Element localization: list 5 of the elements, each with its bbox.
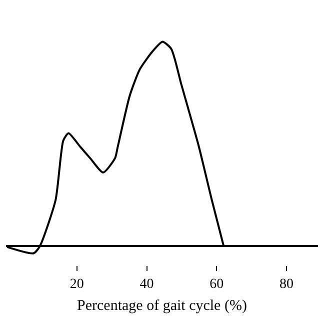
x-tick-label: 60	[210, 276, 224, 292]
x-tick-label: 40	[140, 276, 154, 292]
x-axis-title: Percentage of gait cycle (%)	[77, 298, 247, 314]
x-tick-label: 80	[280, 276, 294, 292]
x-tick-label: 20	[70, 276, 84, 292]
